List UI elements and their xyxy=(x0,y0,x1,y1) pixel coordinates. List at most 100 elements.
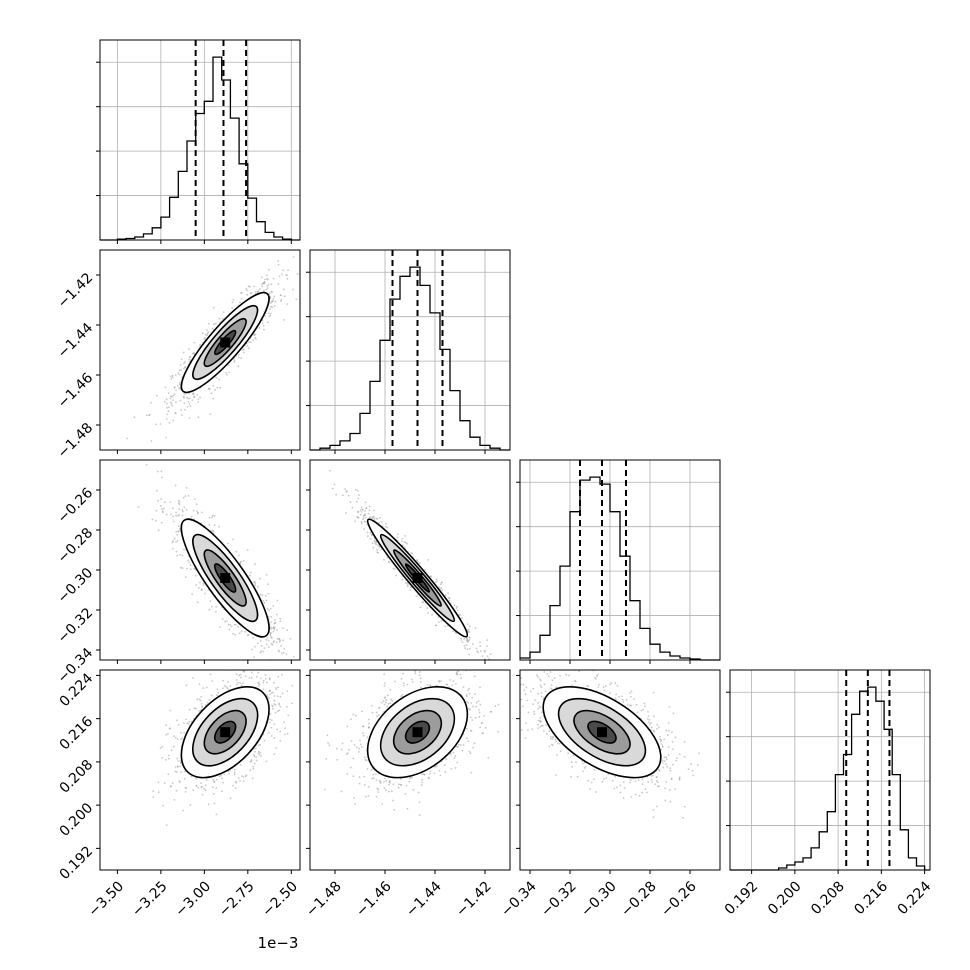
scatter-point xyxy=(145,464,148,466)
scatter-point xyxy=(396,536,399,539)
scatter-point xyxy=(260,755,262,757)
scatter-point xyxy=(460,637,463,640)
scatter-point xyxy=(266,681,268,684)
scatter-point xyxy=(215,778,218,781)
panel-frame xyxy=(99,249,301,451)
scatter-point xyxy=(419,606,422,609)
scatter-point xyxy=(248,677,251,679)
scatter-point xyxy=(189,564,192,566)
scatter-point xyxy=(178,528,181,530)
scatter-point xyxy=(242,776,245,778)
scatter-point xyxy=(179,553,181,556)
scatter-point xyxy=(146,414,148,417)
scatter-point xyxy=(181,509,184,511)
scatter-point xyxy=(260,276,263,279)
scatter-point xyxy=(204,336,206,339)
scatter-point xyxy=(187,495,190,497)
scatter-point xyxy=(187,559,189,562)
scatter-point xyxy=(401,578,404,581)
scatter-point xyxy=(275,613,278,616)
panel-2-1 xyxy=(309,459,511,692)
scatter-point xyxy=(388,560,390,563)
scatter-point xyxy=(276,629,278,631)
scatter-point xyxy=(237,681,239,684)
scatter-point xyxy=(179,399,182,402)
scatter-point xyxy=(169,397,172,400)
scatter-point xyxy=(426,666,428,668)
scatter-point xyxy=(273,305,276,307)
scatter-point xyxy=(174,770,177,773)
scatter-point xyxy=(239,676,242,679)
scatter-point xyxy=(242,682,244,684)
scatter-point xyxy=(278,640,281,643)
scatter-point xyxy=(210,694,213,697)
scatter-point xyxy=(249,571,252,574)
panel-frame xyxy=(309,459,511,661)
scatter-point xyxy=(327,742,329,744)
scatter-point xyxy=(163,782,166,785)
scatter-point xyxy=(272,630,275,633)
scatter-point xyxy=(136,438,138,440)
scatter-point xyxy=(394,680,396,683)
scatter-point xyxy=(225,686,228,688)
scatter-point xyxy=(159,747,162,749)
scatter-point xyxy=(265,288,268,291)
scatter-point xyxy=(212,323,215,326)
scatter-point xyxy=(211,516,213,519)
scatter-point xyxy=(270,637,273,639)
scatter-point xyxy=(431,613,433,616)
scatter-point xyxy=(206,334,209,337)
scatter-point xyxy=(268,690,271,692)
scatter-point xyxy=(358,494,360,496)
scatter-point xyxy=(207,322,210,325)
scatter-point xyxy=(307,248,309,250)
scatter-point xyxy=(493,690,495,692)
scatter-point xyxy=(427,612,429,614)
scatter-point xyxy=(277,263,280,266)
scatter-point xyxy=(385,780,388,782)
scatter-point xyxy=(391,699,394,702)
scatter-point xyxy=(172,394,175,397)
scatter-point xyxy=(257,681,260,684)
scatter-point xyxy=(271,707,274,710)
scatter-point xyxy=(274,711,277,714)
scatter-point xyxy=(383,673,386,676)
scatter-point xyxy=(196,510,198,513)
scatter-point xyxy=(359,743,362,746)
scatter-point xyxy=(459,613,462,616)
scatter-point xyxy=(386,526,389,529)
scatter-point xyxy=(259,752,262,754)
density-peak xyxy=(412,573,423,583)
scatter-point xyxy=(466,639,468,642)
scatter-point xyxy=(275,688,278,691)
scatter-point xyxy=(179,364,182,366)
scatter-point xyxy=(479,650,482,652)
scatter-point xyxy=(273,666,275,668)
scatter-point xyxy=(133,416,136,419)
scatter-point xyxy=(311,694,313,696)
scatter-point xyxy=(240,560,242,563)
scatter-point xyxy=(285,274,288,277)
scatter-point xyxy=(367,785,370,788)
scatter-point xyxy=(259,743,261,746)
scatter-point xyxy=(183,778,186,780)
scatter-point xyxy=(226,687,229,690)
scatter-point xyxy=(415,595,418,598)
scatter-point xyxy=(418,674,421,677)
scatter-point xyxy=(192,393,195,396)
scatter-point xyxy=(180,369,183,372)
scatter-point xyxy=(361,745,363,748)
scatter-point xyxy=(155,423,158,426)
scatter-point xyxy=(261,322,264,325)
scatter-point xyxy=(488,660,490,662)
scatter-point xyxy=(192,789,195,791)
scatter-point xyxy=(253,754,255,756)
scatter-point xyxy=(274,621,277,624)
scatter-point xyxy=(188,358,191,361)
scatter-point xyxy=(497,676,499,678)
scatter-point xyxy=(268,315,271,318)
scatter-point xyxy=(284,692,286,694)
scatter-point xyxy=(182,548,185,551)
scatter-point xyxy=(208,524,211,526)
